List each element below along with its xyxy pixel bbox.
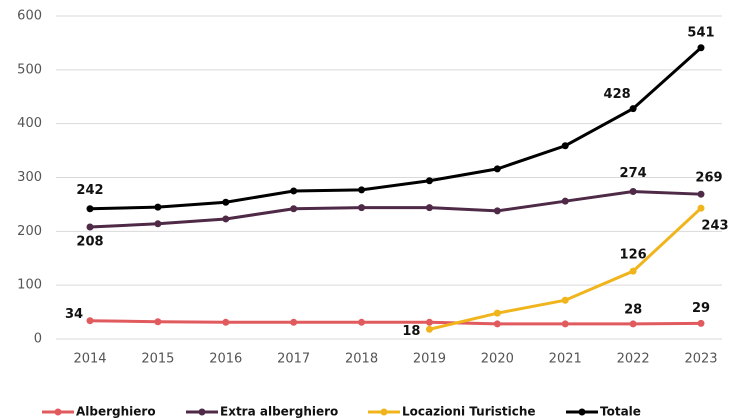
point: [290, 187, 298, 195]
data-label: 541: [687, 25, 714, 40]
point: [697, 44, 705, 52]
data-label: 243: [701, 219, 728, 234]
x-tick-label: 2020: [481, 352, 514, 367]
point: [290, 205, 298, 213]
point: [561, 296, 569, 304]
data-label: 126: [620, 248, 647, 263]
point: [697, 319, 705, 327]
series-line: [89, 46, 703, 211]
x-tick-label: 2018: [345, 352, 378, 367]
data-label: 274: [620, 166, 647, 181]
data-label: 428: [604, 87, 631, 102]
series-line: [89, 319, 702, 326]
point: [222, 198, 230, 206]
legend-label: Alberghiero: [76, 405, 156, 419]
point: [86, 223, 94, 231]
point: [425, 318, 433, 326]
legend-label: Locazioni Turistiche: [402, 405, 536, 419]
point: [290, 318, 298, 326]
point: [629, 320, 637, 328]
data-label: 269: [695, 171, 722, 186]
point: [493, 207, 501, 215]
legend-swatch: [198, 408, 206, 416]
point: [629, 105, 637, 113]
data-label: 29: [692, 301, 710, 316]
y-tick-label: 600: [17, 9, 42, 24]
point: [561, 142, 569, 150]
y-tick-label: 100: [17, 278, 42, 293]
point: [697, 204, 705, 212]
data-label: 208: [76, 235, 103, 250]
point: [697, 190, 705, 198]
point: [425, 204, 433, 212]
point: [154, 203, 162, 211]
x-tick-label: 2015: [141, 352, 174, 367]
point: [425, 177, 433, 185]
point: [358, 318, 366, 326]
point: [561, 197, 569, 205]
point: [493, 309, 501, 317]
data-label: 34: [65, 307, 83, 322]
y-tick-label: 0: [34, 332, 42, 347]
x-tick-label: 2022: [617, 352, 650, 367]
point: [493, 320, 501, 328]
point: [358, 186, 366, 194]
legend-swatch: [380, 408, 388, 416]
point: [86, 205, 94, 213]
point: [222, 215, 230, 223]
series-line: [429, 207, 703, 331]
legend-label: Totale: [600, 405, 641, 419]
legend-label: Extra alberghiero: [220, 405, 338, 419]
y-tick-label: 300: [17, 170, 42, 185]
point: [561, 320, 569, 328]
series-line: [89, 189, 702, 229]
data-label: 242: [76, 183, 103, 198]
point: [425, 325, 433, 333]
x-tick-label: 2021: [549, 352, 582, 367]
x-tick-label: 2016: [209, 352, 242, 367]
data-label: 18: [402, 324, 420, 339]
y-tick-label: 400: [17, 116, 42, 131]
x-tick-label: 2019: [413, 352, 446, 367]
y-tick-label: 200: [17, 224, 42, 239]
point: [629, 187, 637, 195]
point: [358, 204, 366, 212]
point: [493, 165, 501, 173]
y-tick-label: 500: [17, 62, 42, 77]
x-tick-label: 2014: [73, 352, 106, 367]
point: [86, 317, 94, 325]
legend-swatch: [54, 408, 62, 416]
point: [154, 220, 162, 228]
point: [629, 267, 637, 275]
legend-swatch: [578, 408, 586, 416]
x-tick-label: 2017: [277, 352, 310, 367]
point: [154, 318, 162, 326]
data-label: 28: [624, 302, 642, 317]
point: [222, 318, 230, 326]
x-tick-label: 2023: [684, 352, 717, 367]
